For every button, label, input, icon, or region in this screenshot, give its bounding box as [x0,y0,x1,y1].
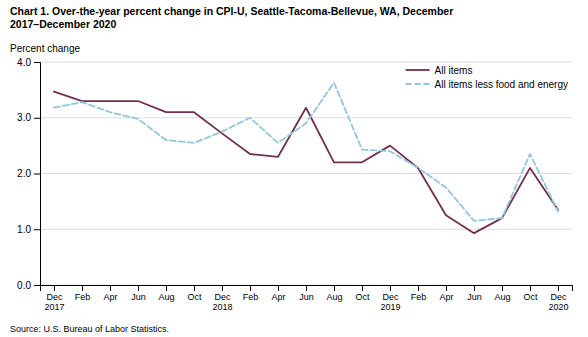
y-tick-mark [34,174,40,175]
y-tick-mark [34,229,40,230]
x-tick-label: Apr [439,292,453,302]
grid-line [40,62,572,63]
x-tick-mark [110,285,111,291]
y-tick: 0.0 [17,280,40,291]
y-tick-label: 1.0 [17,224,31,235]
legend-item: All items less food and energy [406,79,568,90]
x-tick-mark [54,285,55,291]
x-tick-mark [390,285,391,291]
x-tick: Feb [411,285,427,302]
x-tick-label: Aug [158,292,174,302]
y-axis: 0.0 1.0 2.0 3.0 4.0 [17,57,40,291]
x-tick-label: Feb [75,292,91,302]
y-tick: 2.0 [17,168,40,179]
x-tick-mark [278,285,279,291]
x-tick-label: Jun [131,292,146,302]
x-tick: Oct [187,285,202,302]
y-axis-line [34,63,41,286]
x-axis-line [41,286,573,292]
x-tick-label: Apr [271,292,285,302]
x-tick-label: Dec2019 [380,292,400,312]
y-tick-mark [34,62,40,63]
legend: All items All items less food and energy [406,65,568,90]
x-tick-mark [334,285,335,291]
x-tick: Feb [243,285,259,302]
x-tick-mark [530,285,531,291]
x-tick: Aug [326,285,342,302]
x-tick: Apr [439,285,453,302]
x-tick-mark [362,285,363,291]
x-tick: Apr [103,285,117,302]
series-line [54,83,558,221]
x-tick: Feb [75,285,91,302]
chart: Chart 1. Over-the-year percent change in… [0,0,588,337]
x-tick: Jun [299,285,314,302]
x-tick: Aug [158,285,174,302]
x-tick: Jun [467,285,482,302]
x-tick: Dec2019 [380,285,400,312]
x-tick-mark [222,285,223,291]
x-tick-mark [194,285,195,291]
legend-swatch [406,83,430,85]
x-tick: Dec2018 [212,285,232,312]
series-line [54,92,558,234]
x-tick-mark [446,285,447,291]
x-tick-label: Aug [326,292,342,302]
source: Source: U.S. Bureau of Labor Statistics. [10,324,169,334]
x-tick-label: Oct [187,292,202,302]
x-tick-label: Oct [523,292,538,302]
x-tick-mark [250,285,251,291]
y-axis-title: Percent change [10,43,80,54]
x-tick-mark [138,285,139,291]
x-tick-label: Jun [299,292,314,302]
y-tick-label: 2.0 [17,168,31,179]
y-tick-label: 4.0 [17,57,31,68]
y-tick-label: 0.0 [17,280,31,291]
y-tick-mark [34,285,40,286]
x-tick: Dec2020 [548,285,568,312]
x-tick-label: Feb [243,292,259,302]
y-tick-label: 3.0 [17,112,31,123]
x-tick-mark [82,285,83,291]
grid-line [40,173,572,174]
x-tick-label: Dec2020 [548,292,568,312]
x-tick: Jun [131,285,146,302]
legend-swatch [406,69,430,71]
legend-label: All items [435,65,473,76]
y-tick: 1.0 [17,224,40,235]
x-tick-mark [558,285,559,291]
x-tick-mark [474,285,475,291]
x-tick: Oct [355,285,370,302]
legend-item: All items [406,65,473,76]
x-tick: Oct [523,285,538,302]
plot: 0.01.02.03.04.0Dec2017FebAprJunAugOctDec… [17,57,572,313]
x-tick-label: Feb [411,292,427,302]
x-tick-label: Dec2018 [212,292,232,312]
x-tick-label: Aug [494,292,510,302]
x-tick-mark [166,285,167,291]
x-tick-label: Oct [355,292,370,302]
y-tick: 3.0 [17,112,40,123]
x-tick-mark [418,285,419,291]
x-tick: Aug [494,285,510,302]
grid-line [40,229,572,230]
y-tick: 4.0 [17,57,40,68]
legend-label: All items less food and energy [435,79,568,90]
grid-line [40,117,572,118]
x-tick-label: Apr [103,292,117,302]
y-tick-mark [34,118,40,119]
lines [54,83,558,234]
x-tick-mark [502,285,503,291]
x-tick: Dec2017 [44,285,64,312]
title: Chart 1. Over-the-year percent change in… [10,5,453,30]
x-tick-mark [306,285,307,291]
grid [40,62,572,285]
x-tick-label: Dec2017 [44,292,64,312]
x-tick-label: Jun [467,292,482,302]
x-tick: Apr [271,285,285,302]
x-axis: Dec2017 Feb Apr Jun Aug Oct Dec2018 Feb Apr Jun Au… [41,285,573,312]
